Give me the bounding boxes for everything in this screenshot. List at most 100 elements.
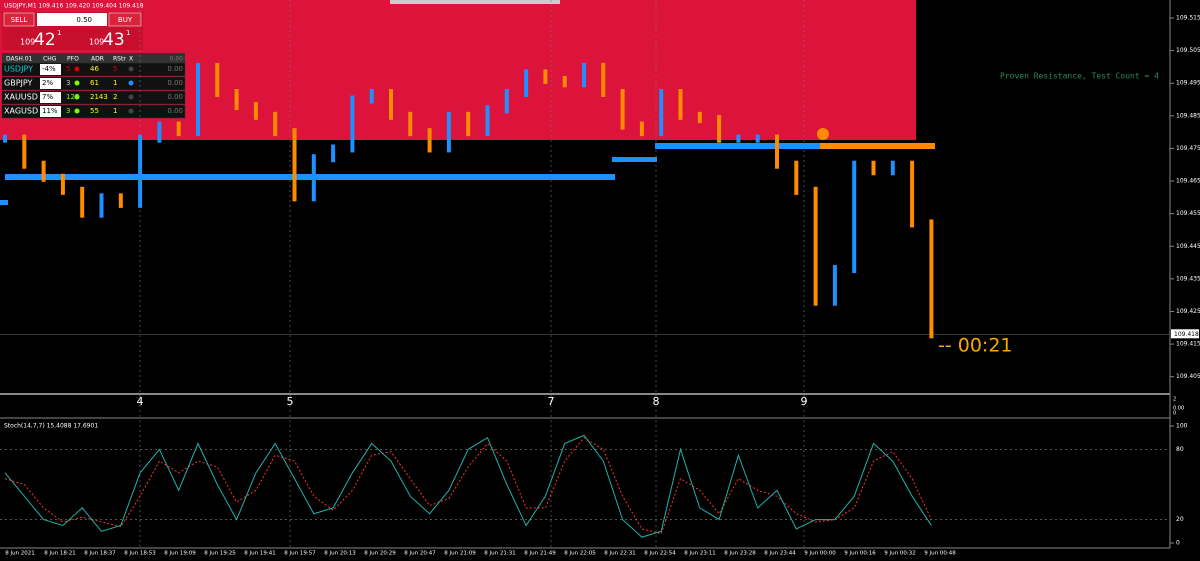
price-bar — [659, 89, 664, 137]
price-bar — [775, 134, 779, 169]
price-bar — [99, 193, 104, 218]
price-bar — [41, 160, 46, 182]
time-label: 8 Jun 20:29 — [364, 551, 396, 557]
time-label: 8 Jun 18:21 — [44, 551, 75, 557]
dashboard-cell: 3 — [66, 79, 70, 87]
price-tick-label: 109.455 — [1176, 210, 1200, 217]
resistance-annotation: Proven Resistance, Test Count = 4 — [1000, 72, 1159, 81]
time-label: 8 Jun 22:54 — [644, 551, 676, 557]
lot-input[interactable] — [37, 13, 107, 26]
price-bar — [717, 115, 722, 143]
price-tick-label: 109.475 — [1176, 145, 1200, 152]
dashboard-cell: 5 — [113, 65, 117, 73]
status-dot — [74, 94, 80, 100]
price-bar — [292, 128, 297, 202]
status-dot — [74, 66, 80, 72]
dashboard-cell: -4% — [42, 65, 56, 73]
current-price-box — [1171, 329, 1199, 339]
stoch-tick-label: 80 — [1176, 446, 1184, 453]
day-label: 9 — [801, 395, 808, 408]
price-bar — [196, 62, 200, 137]
price-tick-label: 109.415 — [1176, 341, 1200, 348]
price-bar — [794, 160, 799, 195]
indicator-scale-label: 0 — [1173, 411, 1176, 417]
scroll-bar[interactable] — [390, 0, 560, 4]
dashboard-cell: USDJPY — [4, 65, 33, 74]
price-tick-label: 109.465 — [1176, 178, 1200, 185]
resistance-level — [820, 143, 935, 149]
buy-button[interactable] — [108, 12, 142, 27]
price-bar — [118, 193, 123, 208]
price-bar — [504, 89, 509, 114]
time-label: 8 Jun 21:09 — [444, 551, 476, 557]
buy-price: 43 — [103, 30, 125, 50]
time-label: 8 Jun 23:44 — [764, 551, 796, 557]
sell-price: 42 — [34, 30, 56, 50]
time-label: 8 Jun 18:53 — [124, 551, 156, 557]
test-marker — [817, 128, 829, 140]
price-bar — [601, 62, 606, 98]
price-bar — [22, 134, 27, 169]
change-cell — [40, 64, 61, 75]
time-label: 9 Jun 00:48 — [924, 551, 956, 557]
time-label: 8 Jun 23:28 — [724, 551, 756, 557]
price-bar — [910, 160, 915, 228]
price-bar — [813, 186, 818, 306]
price-bar — [60, 173, 65, 195]
price-bar — [446, 111, 451, 153]
status-dot — [74, 108, 80, 114]
price-bar — [620, 89, 625, 130]
price-bar — [331, 144, 336, 163]
price-tick-label: 109.495 — [1176, 80, 1200, 87]
price-bar — [524, 69, 529, 98]
price-tick-label: 109.505 — [1176, 47, 1200, 54]
dashboard-cell: 2 — [113, 93, 117, 101]
buy-price-pip: 1 — [126, 29, 130, 37]
dashboard-cell: 55 — [90, 107, 99, 115]
time-label: 8 Jun 22:05 — [564, 551, 596, 557]
price-axis — [1170, 0, 1200, 561]
dashboard-cell: 2143 — [90, 93, 108, 101]
time-label: 8 Jun 19:25 — [204, 551, 236, 557]
dashboard-column: DASH.01 — [6, 56, 33, 63]
time-label: 8 Jun 19:57 — [284, 551, 316, 557]
status-dot — [128, 94, 134, 100]
sell-price-pip: 1 — [57, 29, 61, 37]
price-bar — [408, 111, 413, 137]
price-bar — [890, 160, 895, 176]
price-bar — [138, 134, 143, 208]
price-tick-label: 109.405 — [1176, 373, 1200, 380]
support-level — [612, 157, 657, 162]
status-dot — [74, 80, 80, 86]
price-bar — [582, 62, 586, 88]
dashboard-cell: 61 — [90, 79, 99, 87]
symbol-info: USDJPY,M1 109.416 109.420 109.404 109.41… — [4, 3, 144, 10]
support-level — [0, 200, 8, 205]
dashboard-cell: 5 — [66, 65, 70, 73]
dashboard-cell: 46 — [90, 65, 99, 73]
price-bar — [678, 89, 683, 120]
price-bar — [176, 121, 181, 137]
time-label: 8 Jun 22:31 — [604, 551, 635, 557]
dashboard-column: PFO — [67, 56, 79, 63]
dashboard-column: RStr — [113, 56, 126, 63]
price-bar — [697, 111, 702, 124]
sell-button[interactable] — [3, 12, 35, 27]
time-label: 8 Jun 19:41 — [244, 551, 275, 557]
time-label: 9 Jun 00:00 — [804, 551, 836, 557]
price-bar — [832, 265, 837, 306]
change-cell — [40, 78, 61, 89]
support-level — [5, 174, 615, 180]
day-label: 4 — [137, 395, 144, 408]
dashboard-cell: 1 — [113, 79, 117, 87]
indicator-label: Stoch(14,7,7) 15.4088 17.6901 — [4, 423, 98, 430]
price-bar — [466, 111, 471, 137]
price-bar — [427, 128, 432, 153]
resistance-level — [655, 143, 820, 149]
day-label: 5 — [287, 395, 294, 408]
price-bar — [369, 89, 374, 104]
price-bar — [273, 111, 278, 137]
day-label: 7 — [548, 395, 555, 408]
